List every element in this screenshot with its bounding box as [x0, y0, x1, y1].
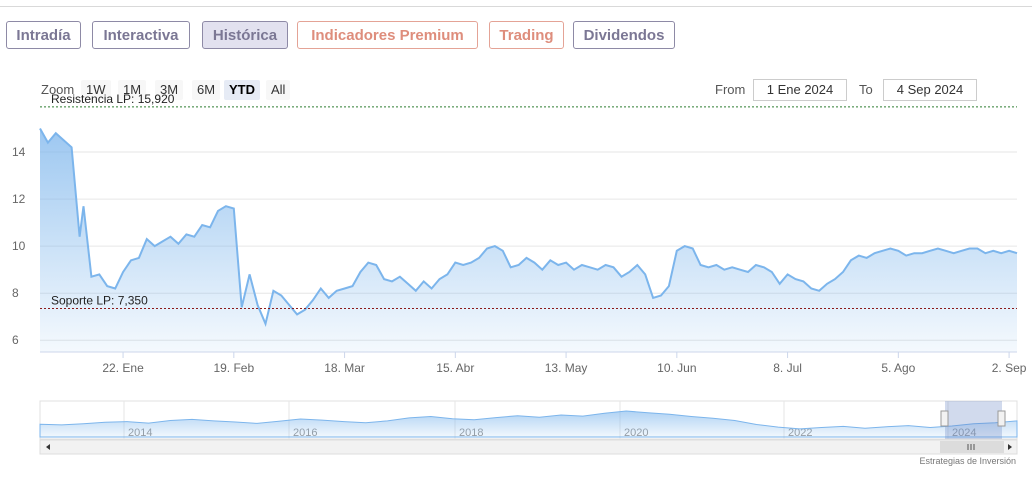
y-tick-label: 14 — [12, 145, 26, 159]
navigator-selection[interactable] — [945, 401, 1002, 439]
annotation-label: Soporte LP: 7,350 — [51, 293, 148, 307]
from-label: From — [715, 82, 746, 97]
zoom-ytd-button[interactable]: YTD — [224, 80, 260, 100]
zoom-6m-button[interactable]: 6M — [192, 80, 221, 100]
price-area — [40, 128, 1017, 352]
x-tick-label: 8. Jul — [773, 361, 802, 375]
tab-interactiva[interactable]: Interactiva — [92, 21, 190, 49]
y-tick-label: 8 — [12, 286, 19, 300]
top-divider — [0, 6, 1032, 7]
annotation-label: Resistencia LP: 15,920 — [51, 92, 175, 106]
zoom-all-button[interactable]: All — [266, 80, 291, 100]
scroll-left-arrow-icon[interactable] — [46, 444, 50, 450]
x-tick-label: 2. Sep — [992, 361, 1027, 375]
credit-label: Estrategias de Inversión — [919, 456, 1016, 466]
x-tick-label: 19. Feb — [213, 361, 254, 375]
navigator[interactable]: 201420162018202020222024 — [39, 400, 1018, 455]
tab-dividendos[interactable]: Dividendos — [573, 21, 675, 49]
tab-intradia[interactable]: Intradía — [6, 21, 81, 49]
zoom-label: Zoom — [41, 82, 75, 97]
x-tick-label: 22. Ene — [102, 361, 144, 375]
zoom-1m-button[interactable]: 1M — [118, 80, 147, 100]
x-tick-label: 18. Mar — [324, 361, 365, 375]
x-tick-label: 10. Jun — [657, 361, 696, 375]
navigator-handle-left[interactable] — [940, 410, 949, 427]
navigator-handle-right[interactable] — [997, 410, 1006, 427]
x-tick-label: 5. Ago — [881, 361, 915, 375]
scrollbar-grip-icon — [967, 444, 975, 450]
x-tick-label: 15. Abr — [436, 361, 474, 375]
zoom-1w-button[interactable]: 1W — [81, 80, 111, 100]
scroll-right-arrow-icon[interactable] — [1008, 444, 1012, 450]
from-date-input[interactable]: 1 Ene 2024 — [753, 79, 847, 101]
tab-indicadores-premium[interactable]: Indicadores Premium — [297, 21, 478, 49]
navigator-scrollbar[interactable] — [39, 439, 1018, 455]
y-tick-label: 6 — [12, 333, 19, 347]
y-tick-label: 12 — [12, 192, 26, 206]
x-tick-label: 13. May — [545, 361, 588, 375]
price-line — [39, 128, 1018, 328]
to-label: To — [859, 82, 873, 97]
y-tick-label: 10 — [12, 239, 26, 253]
tab-historica[interactable]: Histórica — [202, 21, 288, 49]
scrollbar-thumb[interactable] — [940, 441, 1004, 453]
to-date-input[interactable]: 4 Sep 2024 — [883, 79, 977, 101]
zoom-3m-button[interactable]: 3M — [155, 80, 184, 100]
navigator-series — [39, 410, 1018, 438]
tab-trading[interactable]: Trading — [489, 21, 564, 49]
